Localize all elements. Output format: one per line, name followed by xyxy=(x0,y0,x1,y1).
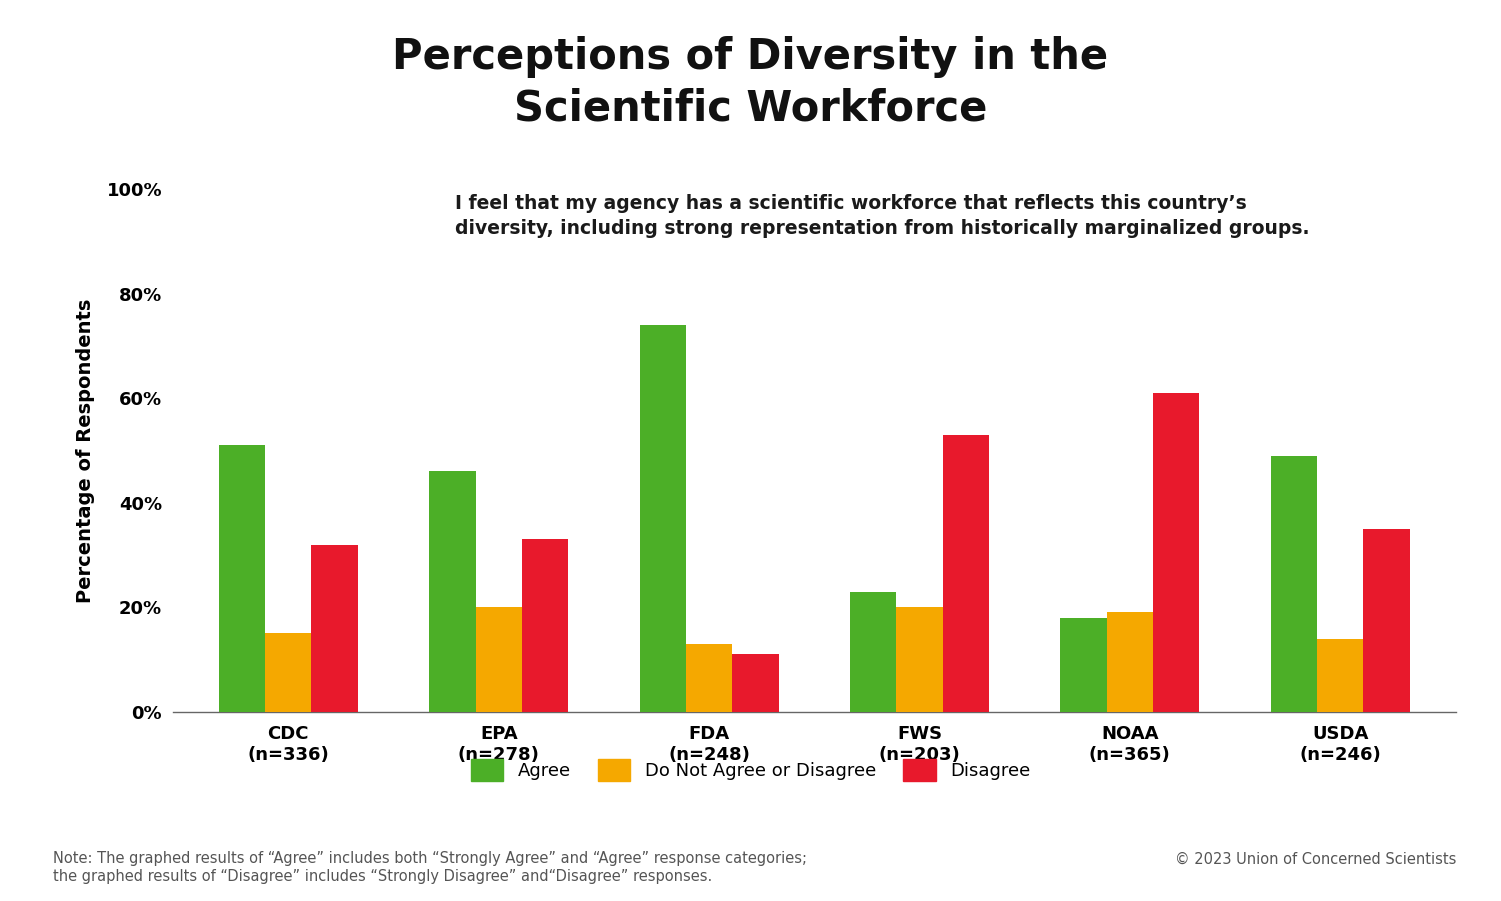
Bar xyxy=(429,471,476,712)
Bar xyxy=(943,435,989,712)
Bar xyxy=(850,592,896,712)
Bar xyxy=(896,607,943,712)
Bar xyxy=(1153,393,1199,712)
Bar xyxy=(1316,639,1363,712)
Text: Perceptions of Diversity in the
Scientific Workforce: Perceptions of Diversity in the Scientif… xyxy=(392,36,1109,130)
Bar xyxy=(219,445,266,712)
Text: © 2023 Union of Concerned Scientists: © 2023 Union of Concerned Scientists xyxy=(1175,851,1456,867)
Bar xyxy=(266,633,312,712)
Y-axis label: Percentage of Respondents: Percentage of Respondents xyxy=(77,298,96,603)
Text: Note: The graphed results of “Agree” includes both “Strongly Agree” and “Agree” : Note: The graphed results of “Agree” inc… xyxy=(53,851,806,884)
Bar xyxy=(639,325,686,712)
Legend: Agree, Do Not Agree or Disagree, Disagree: Agree, Do Not Agree or Disagree, Disagre… xyxy=(464,752,1037,788)
Bar xyxy=(1271,456,1316,712)
Bar xyxy=(1363,529,1409,712)
Text: I feel that my agency has a scientific workforce that reflects this country’s
di: I feel that my agency has a scientific w… xyxy=(455,195,1309,239)
Bar xyxy=(732,654,779,712)
Bar xyxy=(686,644,732,712)
Bar xyxy=(1106,613,1153,712)
Bar xyxy=(1060,618,1106,712)
Bar xyxy=(522,540,569,712)
Bar xyxy=(312,544,357,712)
Bar xyxy=(476,607,522,712)
